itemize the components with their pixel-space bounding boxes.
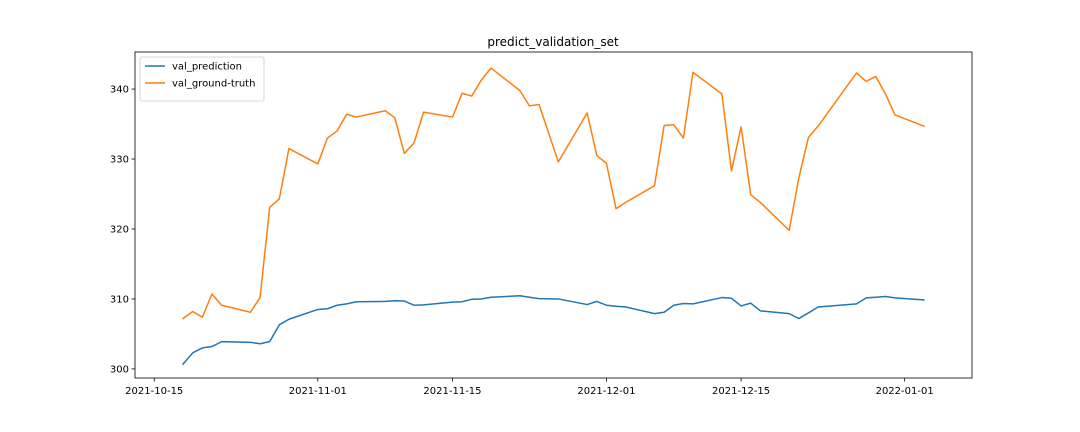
y-tick-label: 340: [110, 85, 129, 96]
legend-box: [139, 56, 265, 102]
series-lines: [182, 67, 925, 366]
chart-title: predict_validation_set: [487, 35, 619, 49]
y-tick-label: 310: [110, 294, 129, 305]
y-tick-label: 330: [110, 155, 129, 166]
y-tick-label: 320: [110, 224, 129, 235]
x-tick-label: 2021-12-15: [712, 386, 770, 397]
x-tick-label: 2021-11-15: [423, 386, 481, 397]
plot-frame: [134, 51, 973, 379]
x-tick-label: 2021-10-15: [125, 386, 183, 397]
series-line-val-ground-truth: [182, 67, 925, 320]
x-tick-label: 2022-01-01: [876, 386, 934, 397]
series-line-val-prediction: [182, 295, 925, 366]
legend-label: val_prediction: [172, 62, 242, 73]
axes: 2021-10-15 2021-11-01 2021-11-15 2021-12-01…: [110, 51, 973, 397]
x-tick-label: 2021-11-01: [289, 386, 347, 397]
legend: val_prediction val_ground-truth: [139, 56, 265, 102]
legend-label: val_ground-truth: [172, 79, 255, 90]
y-tick-label: 300: [110, 364, 129, 375]
x-tick-label: 2021-12-01: [577, 386, 635, 397]
